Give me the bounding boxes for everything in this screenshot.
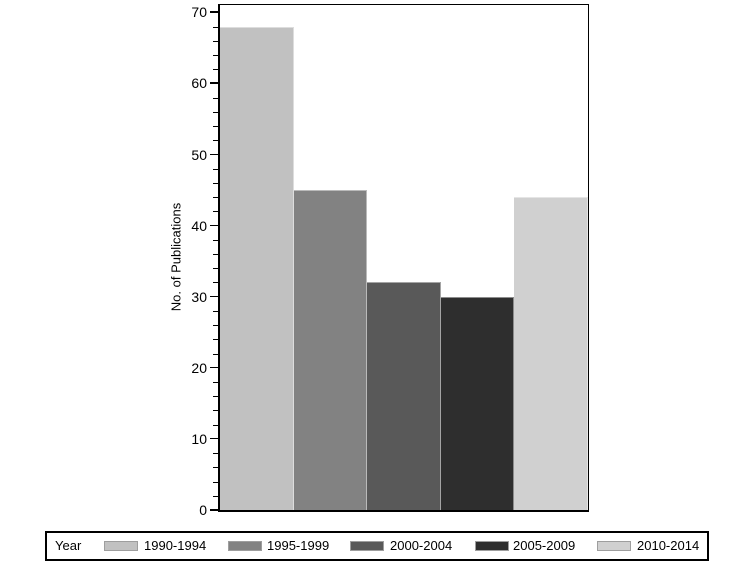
y-tick-label: 30 [191,288,207,305]
y-tick-label: 10 [191,430,207,447]
y-minor-tick [213,111,218,113]
y-minor-tick [213,481,218,483]
y-major-tick [210,295,218,298]
y-minor-tick [213,168,218,170]
y-minor-tick [213,54,218,56]
legend-swatch-1995-1999 [228,541,262,551]
y-tick-label: 40 [191,217,207,234]
legend-label: 2000-2004 [390,538,453,553]
y-minor-tick [213,282,218,284]
y-minor-tick [213,126,218,128]
y-major-tick [210,224,218,227]
legend: Year 1990-1994 1995-1999 2000-2004 2005-200… [45,531,709,561]
y-minor-tick [213,239,218,241]
y-minor-tick [213,254,218,256]
legend-swatch-2000-2004 [350,541,384,551]
y-minor-tick [213,467,218,469]
y-major-tick [210,11,218,13]
y-minor-tick [213,339,218,341]
y-minor-tick [213,424,218,426]
legend-label: 2010-2014 [637,538,700,553]
y-minor-tick [213,97,218,99]
legend-label: 1990-1994 [144,538,207,553]
y-minor-tick [213,396,218,398]
bars-container [220,5,588,510]
y-tick-label: 70 [191,4,207,21]
legend-label: 2005-2009 [513,538,576,553]
y-minor-tick [213,40,218,42]
legend-swatch-2010-2014 [597,541,631,551]
y-minor-tick [213,495,218,497]
bar-1990-1994 [220,27,294,510]
plot-area [218,4,589,512]
bar-1995-1999 [293,190,368,510]
y-tick-label: 0 [199,502,207,518]
y-minor-tick [213,69,218,71]
y-tick-label: 60 [191,75,207,92]
bar-2010-2014 [514,197,588,510]
y-minor-tick [213,453,218,455]
legend-swatch-2005-2009 [475,541,509,551]
y-tick-label: 20 [191,359,207,376]
bar-2000-2004 [367,282,441,510]
y-minor-tick [213,211,218,213]
y-minor-tick [213,197,218,199]
y-major-tick [210,366,218,369]
y-minor-tick [213,310,218,312]
y-minor-tick [213,140,218,142]
legend-title: Year [55,538,82,553]
y-minor-tick [213,382,218,384]
y-minor-tick [213,325,218,327]
y-axis-title: No. of Publications [168,202,184,312]
y-minor-tick [213,182,218,184]
y-tick-label: 50 [191,146,207,163]
legend-swatch-1990-1994 [104,541,138,551]
y-minor-tick [213,353,218,355]
legend-label: 1995-1999 [267,538,330,553]
y-major-tick [210,509,218,511]
y-minor-tick [213,268,218,270]
y-minor-tick [213,26,218,28]
y-minor-tick [213,410,218,412]
y-major-tick [210,437,218,440]
y-major-tick [210,82,218,84]
y-major-tick [210,153,218,155]
bar-2005-2009 [440,297,515,510]
